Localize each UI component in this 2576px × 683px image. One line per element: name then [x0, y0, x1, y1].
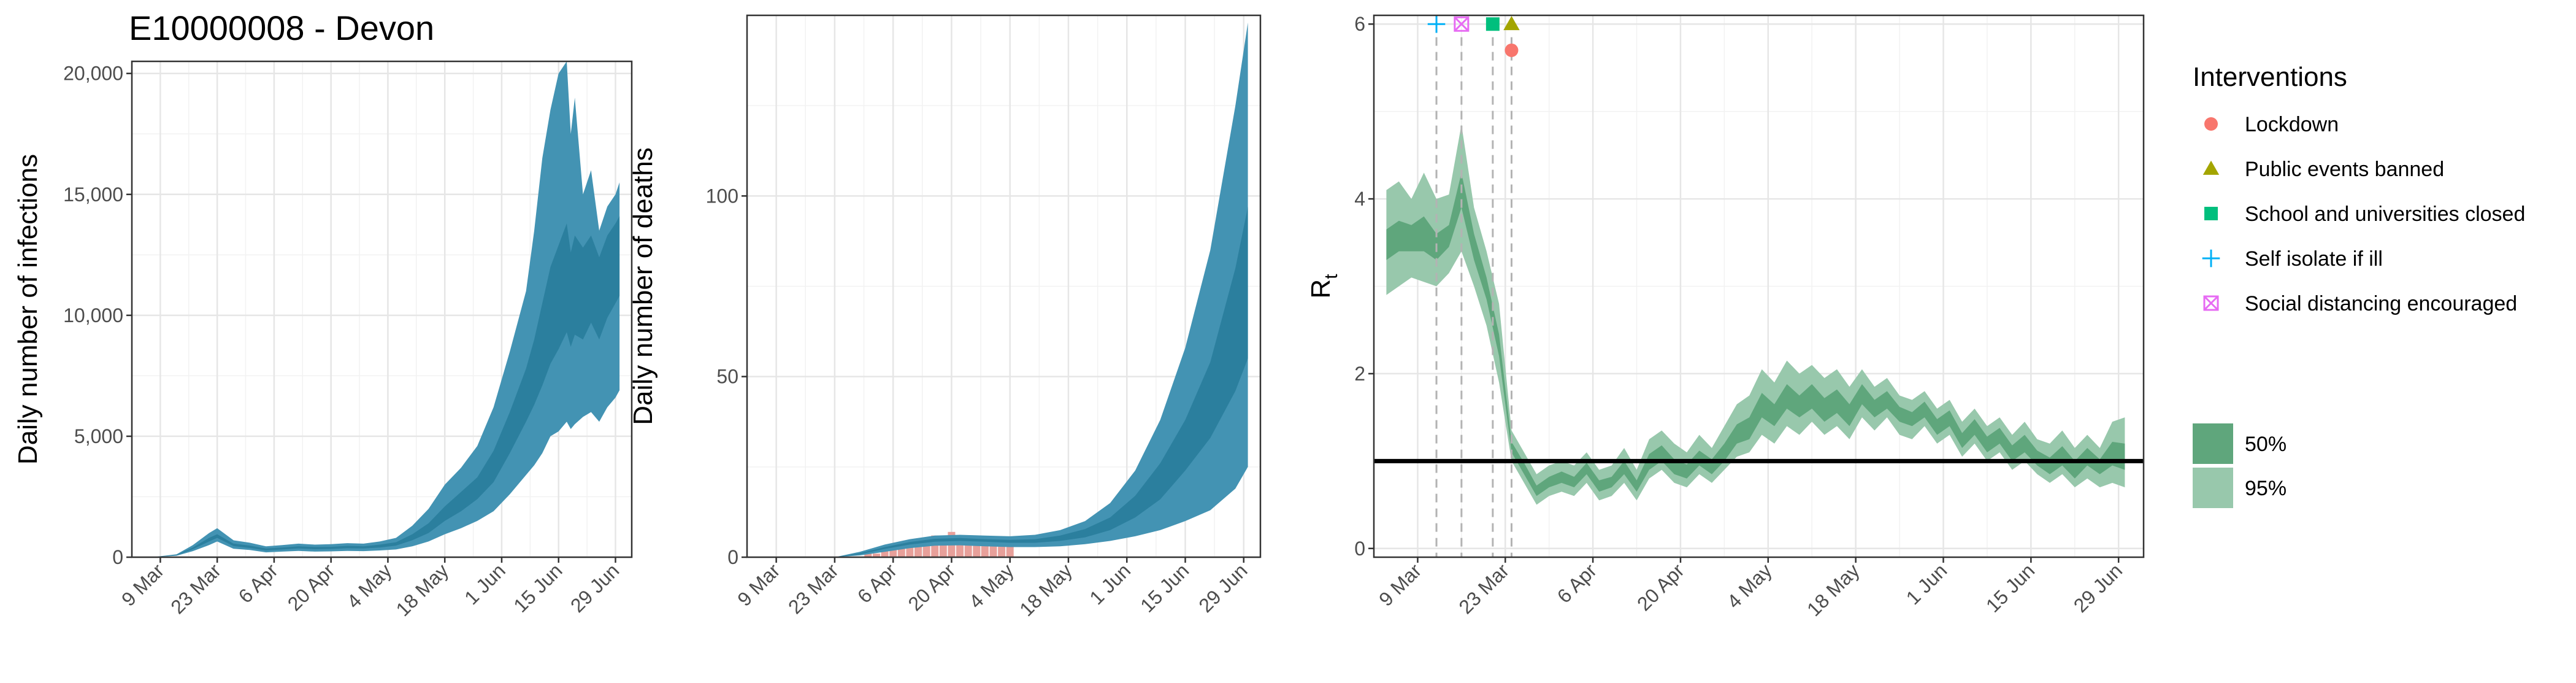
observed-death-bar: [864, 554, 872, 557]
x-tick-label: 9 Mar: [117, 559, 169, 611]
x-tick-label: 4 May: [1723, 559, 1776, 612]
intervention-marker-square-icon: [1485, 17, 1500, 31]
y-axis-title-main: R: [1306, 279, 1336, 299]
x-tick-label: 23 Mar: [1454, 559, 1513, 618]
y-axis-title: Daily number of deaths: [628, 147, 658, 425]
x-tick-label: 15 Jun: [1136, 559, 1193, 616]
rt-panel: 0 2 4 6 9 Mar 23 Mar 6 Apr 20 Apr 4 May 18 May 1 J…: [1306, 13, 2145, 620]
x-tick-label: 9 Mar: [1374, 559, 1426, 611]
x-tick-label: 1 Jun: [1085, 559, 1135, 609]
y-tick-label: 0: [112, 546, 123, 568]
legend-square-icon: [2204, 207, 2218, 220]
y-tick-label: 20,000: [63, 63, 123, 85]
ribbon-ci50: [1386, 172, 2125, 496]
legend-boxed-x-icon: [2203, 295, 2219, 311]
y-tick-label: 4: [1354, 188, 1365, 210]
observed-death-bar: [1006, 546, 1014, 557]
observed-death-bar: [989, 546, 997, 557]
x-tick-label: 23 Mar: [784, 559, 843, 618]
legend-title: Interventions: [2193, 62, 2347, 92]
legend-circle-icon: [2204, 117, 2218, 131]
legend-ci-swatch: [2193, 423, 2233, 464]
x-tick-label: 29 Jun: [2069, 559, 2126, 616]
legend-boxed-x-icon-box: [2203, 295, 2219, 311]
legend-item-label: Lockdown: [2245, 113, 2339, 136]
x-tick-label: 15 Jun: [1982, 559, 2039, 616]
legend-ci-swatch: [2193, 468, 2233, 508]
y-tick-label: 15,000: [63, 183, 123, 206]
x-tick-label: 4 May: [965, 559, 1018, 612]
legend-ci-items: 50% 95%: [2193, 423, 2287, 508]
x-tick-label: 1 Jun: [460, 559, 510, 609]
y-axis-title-sub: t: [1321, 274, 1341, 279]
y-tick-label: 0: [1354, 538, 1365, 560]
x-tick-label: 6 Apr: [853, 559, 902, 608]
legend-boxed-x-icon-d2: [2203, 295, 2219, 311]
panel-border: [1373, 14, 2145, 558]
legend-plus-icon: [2202, 249, 2220, 268]
observed-death-bar: [964, 542, 972, 557]
legend-ci-label: 95%: [2245, 477, 2287, 500]
intervention-marker-triangle-icon: [1503, 16, 1520, 31]
x-tick-label: 20 Apr: [904, 559, 960, 615]
x-tick-label: 6 Apr: [234, 559, 283, 608]
x-tick-label: 9 Mar: [733, 559, 784, 611]
y-tick-label: 2: [1354, 363, 1365, 385]
legend-items: Lockdown Public events banned School and u…: [2202, 113, 2525, 315]
x-tick-label: 29 Jun: [1194, 559, 1251, 616]
observed-death-bar: [872, 554, 880, 557]
page-title: E10000008 - Devon: [129, 9, 434, 47]
observed-death-bar: [881, 550, 889, 557]
ribbon-ci50: [152, 216, 620, 557]
y-axis-title: Daily number of infections: [13, 154, 43, 465]
intervention-marker-boxed-x-icon: [1454, 16, 1470, 32]
y-tick-label: 10,000: [63, 304, 123, 326]
panel-border: [746, 14, 1262, 558]
intervention-marker-circle-icon: [1505, 43, 1519, 57]
intervention-marker-boxed-x-icon-box: [1454, 16, 1470, 32]
legend-ci-label: 50%: [2245, 433, 2287, 456]
legend-triangle-icon: [2202, 160, 2220, 175]
legend: Interventions Lockdown Public events bann…: [2193, 62, 2525, 508]
x-tick-label: 6 Apr: [1553, 559, 1601, 608]
legend-item-label: Social distancing encouraged: [2245, 292, 2517, 315]
legend-item-label: School and universities closed: [2245, 203, 2525, 226]
x-tick-label: 20 Apr: [1633, 559, 1689, 615]
intervention-marker-boxed-x-icon-d2: [1454, 17, 1469, 32]
legend-item-label: Self isolate if ill: [2245, 247, 2383, 271]
x-tick-label: 15 Jun: [509, 559, 566, 616]
x-tick-label: 18 May: [1803, 559, 1864, 620]
y-tick-label: 6: [1354, 13, 1365, 35]
x-tick-label: 18 May: [391, 559, 453, 620]
x-tick-label: 29 Jun: [566, 559, 623, 616]
y-tick-label: 0: [727, 546, 738, 568]
x-tick-label: 1 Jun: [1902, 559, 1952, 609]
x-tick-label: 4 May: [342, 559, 396, 612]
legend-item-label: Public events banned: [2245, 158, 2444, 181]
x-tick-label: 20 Apr: [283, 559, 339, 615]
x-tick-label: 18 May: [1015, 559, 1076, 620]
y-tick-label: 5,000: [74, 425, 123, 447]
panel-border: [131, 60, 633, 558]
y-tick-label: 50: [716, 366, 738, 388]
x-tick-label: 23 Mar: [166, 559, 225, 618]
ribbon-ci95: [834, 22, 1248, 558]
intervention-marker-plus-icon: [1427, 15, 1446, 33]
ribbon-ci95: [1386, 125, 2125, 505]
y-axis-title: Rt: [1306, 274, 1341, 299]
y-tick-label: 100: [706, 185, 738, 207]
